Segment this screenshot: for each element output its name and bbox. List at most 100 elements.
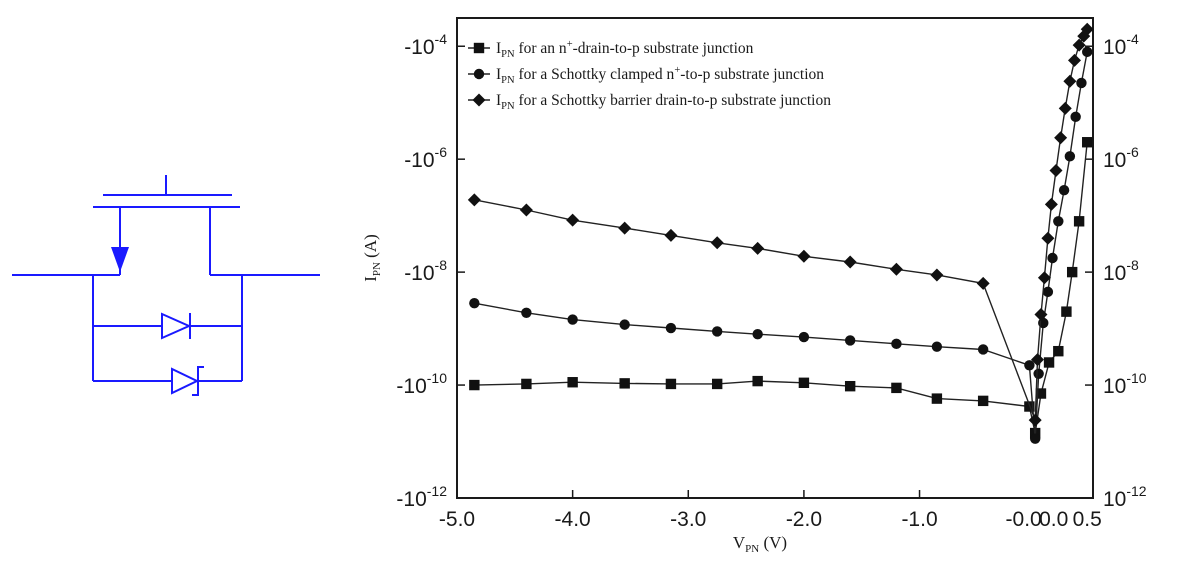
x-tick-label: -2.0	[786, 508, 822, 531]
y-axis-left-ticks: -10-4 -10-6 -10-8 -10-10 -10-12	[396, 31, 465, 511]
data-point-circle	[665, 322, 677, 334]
mosfet-schematic	[12, 175, 320, 396]
data-point-circle	[1042, 286, 1054, 298]
data-point-square	[1043, 357, 1055, 368]
data-point-diamond	[1054, 131, 1068, 145]
data-point-square	[711, 378, 723, 390]
legend-label: IPN for a Schottky barrier drain-to-p su…	[496, 92, 831, 112]
data-point-circle	[469, 297, 480, 309]
data-point-square	[1073, 216, 1085, 227]
x-axis-ticks: -5.0 -4.0 -3.0 -2.0 -1.0 -0.00.0 0.5	[439, 490, 1102, 531]
legend-item: IPN for an n+-drain-to-p substrate junct…	[468, 39, 754, 60]
data-point-diamond	[1041, 231, 1055, 245]
data-point-diamond	[519, 203, 533, 217]
x-tick-label: -1.0	[901, 508, 937, 531]
schottky-diode-symbol	[171, 367, 200, 395]
x-tick-label: 0.5	[1073, 508, 1102, 531]
series-circle	[469, 46, 1093, 444]
y-tick-label-right: 10-6	[1103, 144, 1139, 172]
legend-label: IPN for a Schottky clamped n+-to-p subst…	[496, 65, 824, 86]
data-point-diamond	[797, 249, 811, 263]
data-point-square	[469, 379, 480, 391]
series-line	[474, 51, 1088, 439]
x-tick-label: 0.0	[1039, 508, 1068, 531]
y-tick-label-right: 10-12	[1103, 483, 1147, 511]
data-point-circle	[1082, 46, 1093, 58]
data-point-diamond	[1037, 271, 1051, 285]
data-point-diamond	[976, 276, 990, 290]
data-point-circle	[619, 319, 630, 330]
y-axis-title: IPN (A)	[361, 234, 383, 282]
data-point-circle	[798, 331, 810, 343]
data-point-circle	[1053, 216, 1064, 227]
x-tick-label: -0.0	[1006, 508, 1042, 531]
data-point-diamond	[843, 255, 857, 269]
y-tick-label-left: -10-6	[404, 144, 447, 172]
data-point-square	[1061, 306, 1072, 317]
data-point-square	[619, 378, 630, 389]
y-tick-label-right: 10-4	[1103, 31, 1139, 59]
y-tick-label-right: 10-10	[1103, 370, 1147, 398]
data-point-diamond	[889, 262, 903, 276]
data-point-circle	[1024, 360, 1035, 371]
plot-frame	[456, 17, 1094, 499]
legend-item: IPN for a Schottky clamped n+-to-p subst…	[468, 65, 824, 86]
data-point-circle	[931, 341, 943, 352]
data-point-square	[1066, 266, 1078, 278]
diode-symbol	[161, 312, 192, 340]
legend-label: IPN for an n+-drain-to-p substrate junct…	[496, 39, 754, 60]
schematic-wires	[12, 175, 320, 396]
data-point-diamond	[566, 213, 580, 227]
data-point-diamond	[1044, 197, 1058, 211]
y-axis-right-ticks: 10-4 10-6 10-8 10-10 10-12	[1085, 31, 1147, 511]
data-point-square	[1082, 137, 1093, 148]
data-point-circle	[1064, 151, 1076, 162]
data-point-diamond	[1063, 74, 1077, 88]
data-point-circle	[1029, 433, 1041, 444]
x-tick-label: -3.0	[670, 508, 706, 531]
data-point-diamond	[1080, 22, 1094, 36]
y-tick-label-left: -10-10	[396, 370, 447, 398]
data-point-square	[798, 377, 810, 388]
data-point-diamond	[1028, 413, 1042, 427]
data-point-diamond	[1049, 163, 1063, 177]
data-point-diamond	[1072, 38, 1086, 52]
y-tick-label-left: -10-4	[404, 31, 447, 59]
data-point-circle	[977, 344, 989, 355]
y-tick-label-right: 10-8	[1103, 257, 1139, 285]
data-point-diamond	[930, 268, 944, 282]
source-arrow	[111, 247, 129, 272]
y-tick-label-left: -10-8	[404, 257, 447, 285]
data-point-circle	[1033, 368, 1044, 379]
data-point-square	[752, 375, 763, 387]
data-point-circle	[1058, 185, 1070, 196]
data-point-circle	[1070, 111, 1081, 123]
legend-marker-circle	[473, 68, 485, 80]
data-point-square	[1035, 388, 1047, 399]
x-tick-label: -4.0	[555, 508, 591, 531]
data-point-square	[844, 380, 856, 392]
series-line	[474, 142, 1088, 434]
data-point-diamond	[618, 221, 632, 235]
data-point-diamond	[1034, 307, 1048, 321]
data-point-circle	[567, 314, 578, 325]
data-point-circle	[1076, 77, 1087, 89]
series-square	[469, 137, 1093, 439]
data-point-diamond	[1058, 101, 1072, 115]
data-point-circle	[752, 329, 763, 340]
data-point-square	[567, 377, 578, 388]
x-tick-label: -5.0	[439, 508, 475, 531]
data-point-diamond	[664, 228, 678, 242]
legend-marker-diamond	[472, 93, 486, 107]
data-point-diamond	[1067, 53, 1081, 67]
legend-marker-square	[473, 42, 485, 54]
data-point-square	[1053, 345, 1064, 357]
legend-item: IPN for a Schottky barrier drain-to-p su…	[468, 92, 831, 112]
series-layer	[467, 22, 1094, 444]
data-point-square	[931, 393, 943, 404]
data-point-square	[665, 378, 677, 390]
data-point-circle	[844, 335, 856, 346]
data-point-circle	[1047, 252, 1058, 264]
data-point-circle	[891, 338, 902, 350]
data-point-diamond	[467, 193, 481, 207]
